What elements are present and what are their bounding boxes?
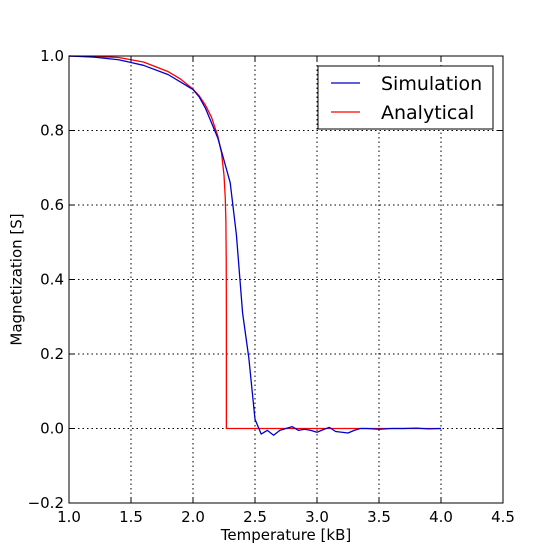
- legend-box: [317, 65, 494, 130]
- y-tick-label: 0.2: [40, 345, 64, 363]
- y-axis-label: Magnetization [S]: [7, 213, 25, 345]
- legend-label-analytical: Analytical: [381, 102, 474, 124]
- y-tick-label: 1.0: [40, 47, 64, 65]
- series-line-simulation: [68, 55, 442, 436]
- x-tick-label: 4.0: [429, 508, 453, 526]
- y-tick-label: 0.0: [40, 420, 64, 438]
- x-tick-label: 3.0: [305, 508, 329, 526]
- x-tick-label: 1.5: [119, 508, 143, 526]
- series-line-analytical: [68, 55, 441, 430]
- x-tick-label: 1.0: [57, 508, 81, 526]
- x-tick-label: 4.5: [491, 508, 515, 526]
- x-tick-label: 2.5: [243, 508, 267, 526]
- y-tick-label: −0.2: [28, 494, 64, 512]
- legend-label-simulation: Simulation: [381, 73, 482, 95]
- axis-ticks: 1.0 1.5 2.0 2.5 3.0 3.5 4.0 4.5 1.0 0.8 0.6 0.4 0.2 0…: [28, 47, 515, 526]
- legend: Simulation Analytical: [317, 65, 494, 130]
- y-tick-label: 0.8: [40, 122, 64, 140]
- y-tick-label: 0.4: [40, 271, 64, 289]
- x-tick-label: 2.0: [181, 508, 205, 526]
- x-axis-label: Temperature [kB]: [220, 526, 351, 544]
- x-tick-label: 3.5: [367, 508, 391, 526]
- y-tick-label: 0.6: [40, 196, 64, 214]
- series-layer: [68, 55, 442, 436]
